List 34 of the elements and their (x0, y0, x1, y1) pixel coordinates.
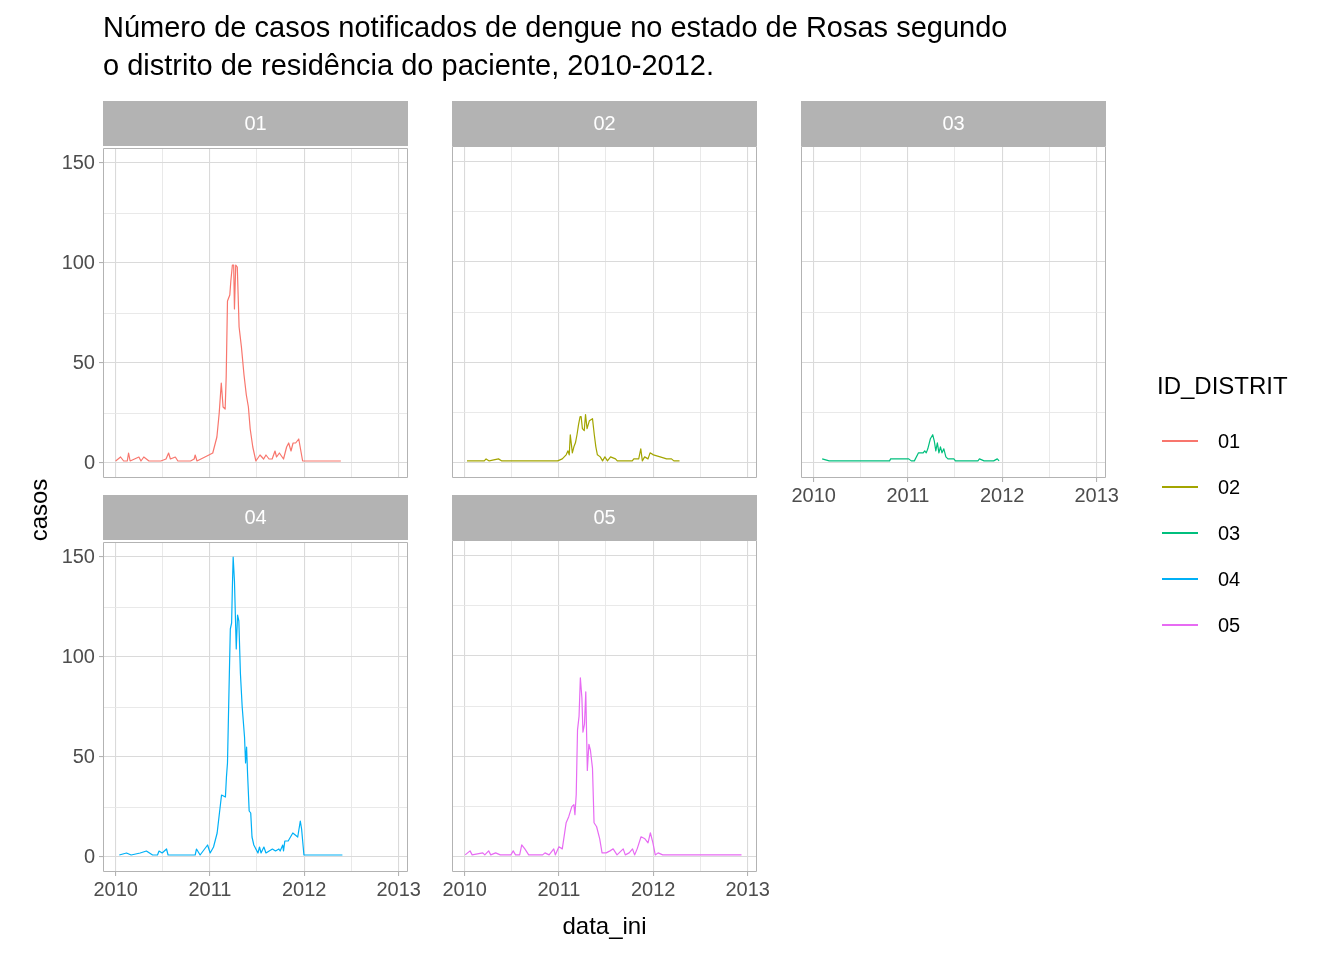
legend-title: ID_DISTRIT (1157, 372, 1288, 400)
x-tick-label: 2012 (281, 877, 327, 900)
chart-title: 02 (452, 101, 757, 146)
x-tick-label: 2012 (979, 483, 1025, 506)
x-tick-label: 2011 (188, 877, 232, 900)
chart-title: 01 (103, 101, 408, 146)
legend-label: 03 (1218, 521, 1241, 545)
chart-title: 04 (103, 495, 408, 540)
y-tick-label: 100 (61, 250, 95, 273)
x-tick-label: 2011 (886, 483, 930, 506)
y-tick-label: 0 (83, 450, 95, 473)
text: casos (25, 478, 54, 542)
legend-label: 01 (1218, 429, 1241, 453)
x-tick-label: 2013 (1074, 483, 1119, 506)
legend-label: 05 (1218, 613, 1241, 637)
chart-title: 05 (452, 495, 757, 540)
legend-label: 04 (1218, 567, 1241, 591)
y-tick-label: 100 (61, 644, 95, 667)
x-tick-label: 2010 (442, 877, 487, 900)
x-tick-label: 2010 (93, 877, 138, 900)
x-tick-label: 2011 (537, 877, 581, 900)
x-tick-label: 2013 (725, 877, 770, 900)
y-tick-label: 0 (83, 844, 95, 867)
y-tick-label: 50 (72, 350, 95, 373)
text: data_ini (562, 912, 647, 940)
legend-label: 02 (1218, 475, 1241, 499)
x-tick-label: 2010 (791, 483, 836, 506)
y-tick-label: 150 (61, 544, 95, 567)
text: Número de casos notificados de dengue no estado de Rosas segundo o distrito de residência do paciente, 2010-2012. (103, 10, 1008, 83)
y-tick-label: 50 (72, 744, 95, 767)
x-tick-label: 2012 (630, 877, 676, 900)
x-tick-label: 2013 (376, 877, 421, 900)
chart-title: 03 (801, 101, 1106, 146)
y-tick-label: 150 (61, 150, 95, 173)
